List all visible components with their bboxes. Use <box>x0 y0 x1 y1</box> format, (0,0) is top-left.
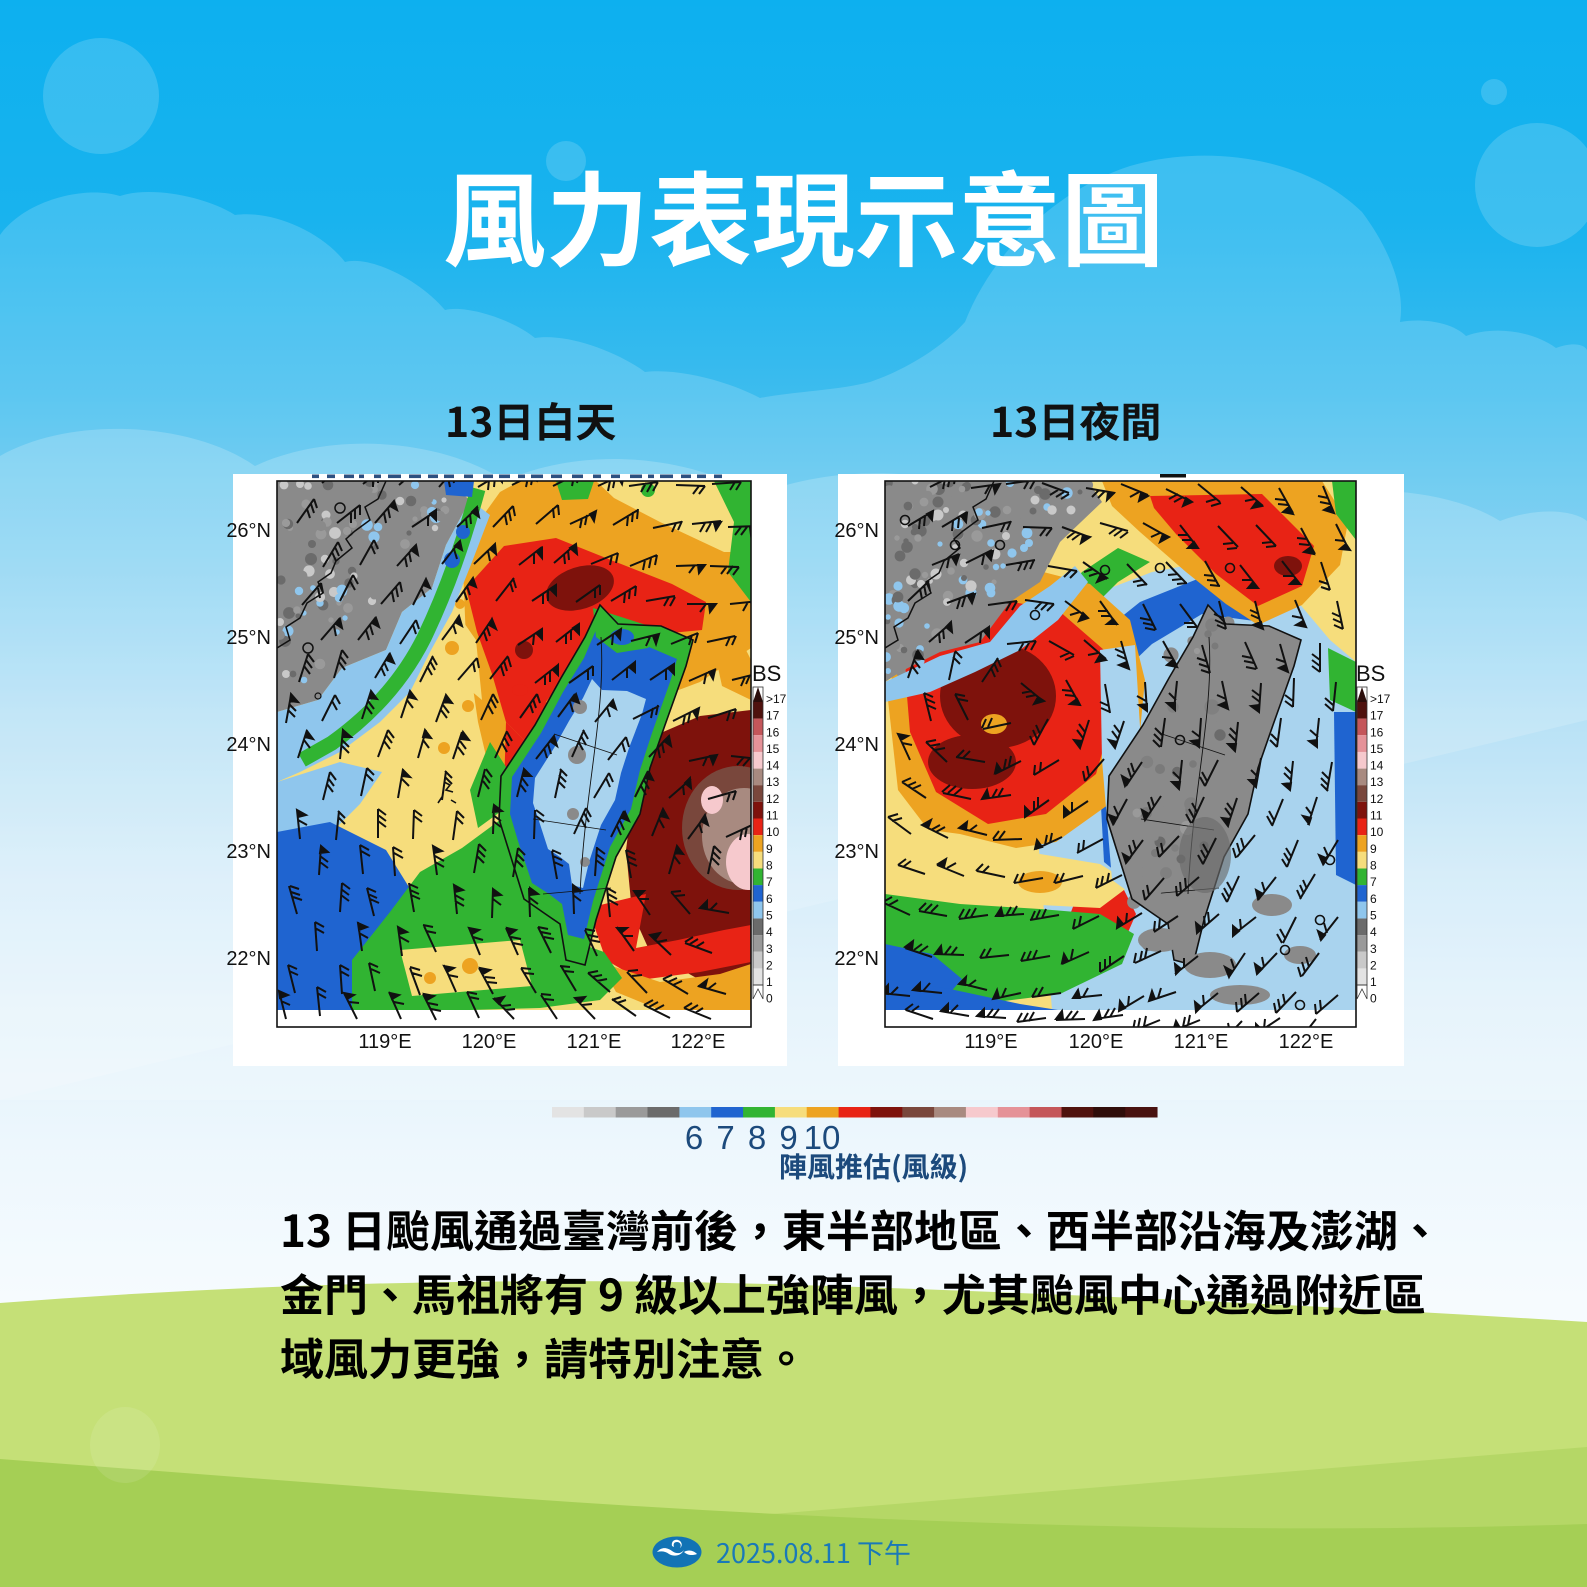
svg-text:1: 1 <box>766 975 773 989</box>
svg-text:119°E: 119°E <box>358 1031 411 1053</box>
svg-text:26°N: 26°N <box>226 520 271 542</box>
svg-text:22°N: 22°N <box>226 948 271 970</box>
svg-text:9: 9 <box>766 842 773 856</box>
svg-text:10: 10 <box>804 1119 841 1156</box>
svg-text:120°E: 120°E <box>1069 1031 1124 1053</box>
svg-text:15: 15 <box>1370 742 1384 756</box>
svg-text:7: 7 <box>716 1119 734 1156</box>
svg-text:23°N: 23°N <box>226 841 271 863</box>
svg-text:14: 14 <box>766 759 780 773</box>
svg-text:24°N: 24°N <box>226 734 271 756</box>
svg-text:BS: BS <box>1356 661 1385 686</box>
svg-text:5: 5 <box>1370 909 1377 923</box>
svg-text:12: 12 <box>766 792 780 806</box>
svg-text:16: 16 <box>766 725 780 739</box>
svg-text:8: 8 <box>766 859 773 873</box>
svg-text:9: 9 <box>1370 842 1377 856</box>
svg-text:25°N: 25°N <box>226 627 271 649</box>
svg-text:2: 2 <box>1370 958 1377 972</box>
svg-text:6: 6 <box>766 892 773 906</box>
svg-text:3: 3 <box>1370 942 1377 956</box>
svg-text:10: 10 <box>766 825 780 839</box>
svg-text:10: 10 <box>1370 825 1384 839</box>
svg-text:11: 11 <box>1370 809 1383 823</box>
svg-text:>17: >17 <box>1370 692 1391 706</box>
svg-text:17: 17 <box>1370 709 1384 723</box>
svg-text:121°E: 121°E <box>1174 1031 1229 1053</box>
svg-text:121°E: 121°E <box>567 1031 622 1053</box>
svg-text:119°E: 119°E <box>964 1031 1017 1053</box>
svg-text:0: 0 <box>1370 992 1377 1006</box>
svg-text:4: 4 <box>766 925 773 939</box>
svg-text:15: 15 <box>766 742 780 756</box>
svg-text:25°N: 25°N <box>834 627 879 649</box>
svg-text:>17: >17 <box>766 692 787 706</box>
svg-text:4: 4 <box>1370 925 1377 939</box>
svg-text:13: 13 <box>1370 775 1384 789</box>
svg-text:11: 11 <box>766 809 779 823</box>
svg-text:17: 17 <box>766 709 780 723</box>
svg-text:3: 3 <box>766 942 773 956</box>
svg-text:6: 6 <box>1370 892 1377 906</box>
svg-text:1: 1 <box>1370 975 1377 989</box>
svg-text:8: 8 <box>748 1119 766 1156</box>
svg-text:2: 2 <box>766 958 773 972</box>
svg-text:0: 0 <box>766 992 773 1006</box>
svg-text:9: 9 <box>779 1119 797 1156</box>
svg-text:23°N: 23°N <box>834 841 879 863</box>
svg-text:120°E: 120°E <box>462 1031 517 1053</box>
svg-text:26°N: 26°N <box>834 520 879 542</box>
svg-text:122°E: 122°E <box>1279 1031 1334 1053</box>
svg-text:12: 12 <box>1370 792 1384 806</box>
svg-text:6: 6 <box>685 1119 703 1156</box>
svg-text:122°E: 122°E <box>671 1031 726 1053</box>
svg-text:14: 14 <box>1370 759 1384 773</box>
svg-text:BS: BS <box>752 661 781 686</box>
svg-text:22°N: 22°N <box>834 948 879 970</box>
svg-text:24°N: 24°N <box>834 734 879 756</box>
svg-text:5: 5 <box>766 909 773 923</box>
svg-text:7: 7 <box>1370 875 1377 889</box>
svg-text:16: 16 <box>1370 725 1384 739</box>
svg-text:7: 7 <box>766 875 773 889</box>
svg-text:13: 13 <box>766 775 780 789</box>
svg-text:8: 8 <box>1370 859 1377 873</box>
